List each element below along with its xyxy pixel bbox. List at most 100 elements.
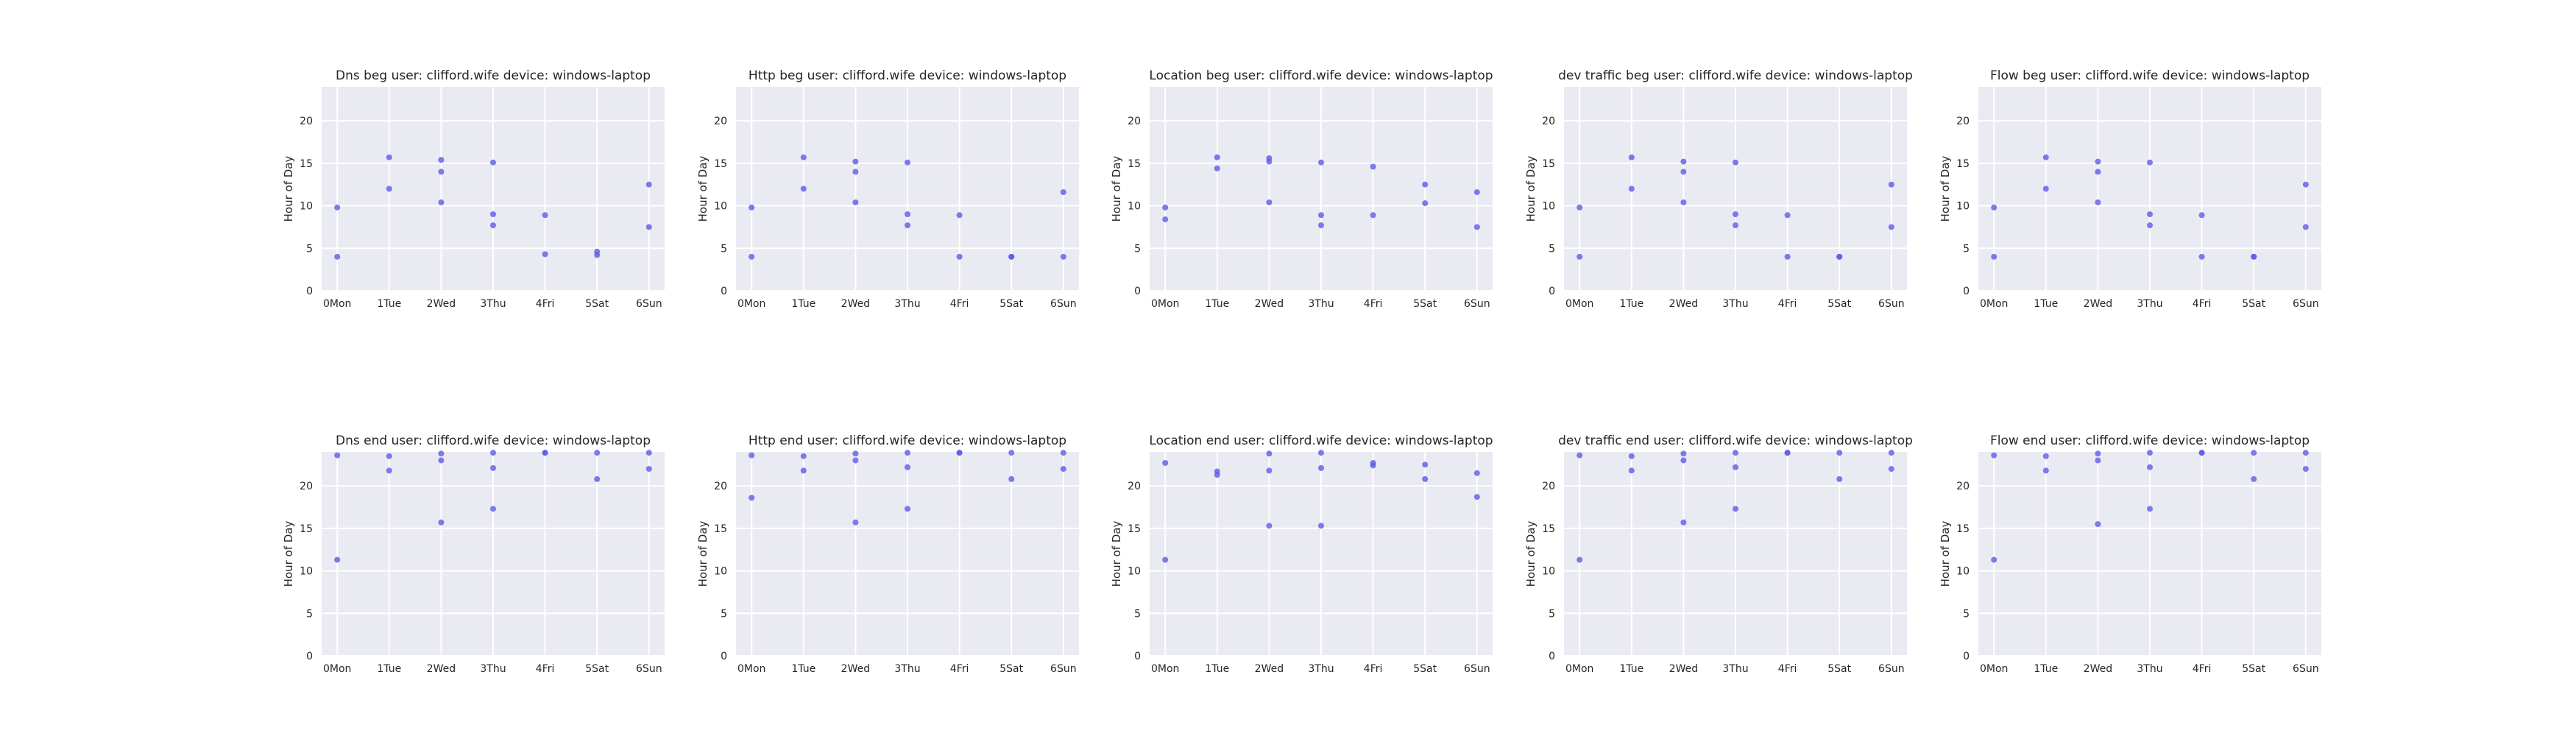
data-point [490,159,496,166]
x-tick-label: 6Sun [636,663,662,675]
y-axis-label: Hour of Day [1524,521,1538,587]
x-tick-label: 5Sat [999,298,1023,310]
y-axis-label: Hour of Day [1939,156,1952,222]
data-point [1318,523,1324,529]
data-point [1836,475,1843,482]
data-point [438,199,445,205]
y-tick-label: 15 [1542,158,1555,170]
x-tick-label: 1Tue [377,298,401,310]
data-point [2042,467,2049,474]
data-point [438,169,445,175]
data-point [1162,204,1169,210]
x-tick-label: 6Sun [1878,663,1905,675]
data-point [1060,253,1066,260]
data-point [905,222,910,229]
y-tick-label: 0 [1963,286,1970,297]
x-tick-label: 2Wed [1669,663,1698,675]
data-point [1733,159,1738,166]
x-tick-label: 2Wed [841,663,870,675]
x-tick-label: 5Sat [2242,663,2265,675]
y-tick-label: 15 [1956,523,1970,535]
y-tick-label: 0 [1134,651,1141,662]
y-tick-label: 15 [714,158,727,170]
x-tick-label: 1Tue [1619,663,1643,675]
data-point [2095,521,2101,528]
data-point [386,185,392,192]
x-tick-label: 4Fri [950,663,969,675]
data-point [1473,189,1480,196]
data-point [749,253,755,260]
y-tick-label: 10 [1956,566,1970,578]
data-point [542,251,548,258]
data-point [1680,457,1687,464]
y-axis-label: Hour of Day [1110,521,1123,587]
subplot-title: Http end user: clifford.wife device: win… [749,434,1066,448]
data-point [852,158,859,165]
y-tick-label: 10 [1128,201,1141,213]
data-point [2198,212,2205,219]
data-point [1628,467,1635,474]
subplot-title: Dns beg user: clifford.wife device: wind… [336,68,651,83]
data-point [2042,185,2049,192]
x-tick-label: 6Sun [2293,663,2319,675]
x-tick-label: 2Wed [427,298,456,310]
y-axis-label: Hour of Day [696,521,710,587]
data-point [1888,466,1894,473]
data-point [2095,158,2101,165]
x-tick-label: 5Sat [1413,298,1437,310]
y-axis-label: Hour of Day [282,156,295,222]
data-point [1733,464,1738,470]
data-point [1628,453,1635,459]
y-tick-label: 20 [714,116,727,127]
data-point [2251,475,2257,482]
x-tick-label: 1Tue [791,298,815,310]
data-point [1008,475,1015,482]
x-tick-label: 4Fri [1778,663,1797,675]
data-point [645,224,652,230]
data-point [1473,470,1480,476]
data-point [852,457,859,464]
x-tick-label: 4Fri [2193,663,2212,675]
x-tick-label: 6Sun [2293,298,2319,310]
data-point [905,450,910,456]
y-tick-label: 15 [1542,523,1555,535]
y-tick-label: 15 [714,523,727,535]
y-axis-label: Hour of Day [1939,521,1952,587]
data-point [800,154,807,160]
data-point [386,467,392,474]
data-point [905,506,910,512]
data-point [1214,165,1220,171]
data-point [2147,506,2153,512]
x-tick-label: 2Wed [1255,298,1284,310]
data-point [800,453,807,459]
data-point [1370,163,1376,170]
data-point [2042,453,2049,459]
x-tick-label: 5Sat [1413,663,1437,675]
data-point [2302,224,2309,230]
x-tick-label: 2Wed [1669,298,1698,310]
data-point [1162,460,1169,467]
y-tick-label: 10 [300,566,313,578]
y-tick-label: 10 [1128,566,1141,578]
data-point [438,519,445,526]
data-point [2198,450,2205,456]
y-tick-label: 10 [714,201,727,213]
data-point [1680,519,1687,526]
data-point [1991,204,1998,210]
x-tick-label: 5Sat [585,663,609,675]
subplot-title: Location beg user: clifford.wife device:… [1149,68,1493,83]
x-tick-label: 6Sun [1050,663,1077,675]
data-point [1784,450,1791,456]
data-point [1733,222,1738,229]
y-tick-label: 0 [721,286,727,297]
data-point [1422,475,1429,482]
data-point [1991,556,1998,563]
data-point [1784,212,1791,219]
data-point [1577,204,1583,210]
data-point [1628,154,1635,160]
x-tick-label: 0Mon [1565,298,1593,310]
data-point [2095,457,2101,464]
x-tick-label: 2Wed [841,298,870,310]
data-point [2095,169,2101,175]
data-point [1680,169,1687,175]
